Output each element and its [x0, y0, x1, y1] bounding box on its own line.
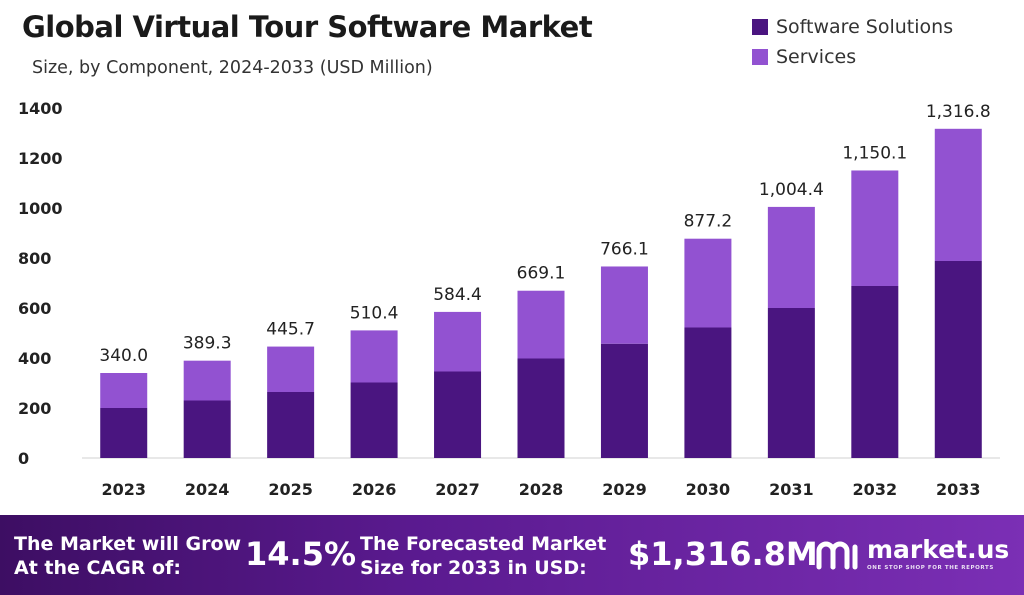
- x-tick-label: 2025: [268, 480, 313, 499]
- bar-segment-software-solutions: [517, 358, 565, 458]
- legend-label-software-solutions: Software Solutions: [776, 16, 954, 38]
- y-tick-label: 600: [18, 299, 51, 318]
- bar-total-label: 1,316.8: [926, 102, 991, 122]
- x-tick-label: 2023: [101, 480, 146, 499]
- brand-tagline: ONE STOP SHOP FOR THE REPORTS: [867, 565, 994, 571]
- x-tick-label: 2027: [435, 480, 480, 499]
- x-tick-label: 2030: [686, 480, 731, 499]
- chart-subtitle: Size, by Component, 2024-2033 (USD Milli…: [32, 58, 433, 78]
- bar-segment-software-solutions: [183, 400, 231, 458]
- cagr-label: The Market will Grow At the CAGR of:: [14, 532, 241, 580]
- bar-segment-software-solutions: [434, 371, 482, 458]
- market-us-logo-icon: [816, 541, 858, 570]
- bar-segment-services: [767, 206, 815, 308]
- y-tick-label: 400: [18, 349, 51, 368]
- bar-total-label: 510.4: [350, 303, 399, 323]
- forecast-value: $1,316.8M: [628, 535, 818, 573]
- cagr-label-line1: The Market will Grow: [14, 533, 242, 555]
- bar-segment-software-solutions: [684, 327, 732, 458]
- brand-logo: market.us ONE STOP SHOP FOR THE REPORTS: [815, 537, 1009, 571]
- y-tick-label: 1000: [18, 199, 63, 218]
- bar-segment-services: [517, 290, 565, 359]
- bar-total-label: 1,150.1: [842, 143, 907, 163]
- cagr-value: 14.5%: [245, 535, 357, 573]
- bar-segment-services: [934, 128, 982, 261]
- y-tick-label: 800: [18, 249, 51, 268]
- x-tick-label: 2028: [519, 480, 564, 499]
- bar-segment-services: [600, 266, 648, 344]
- legend-swatch-software-solutions: [752, 19, 768, 35]
- y-tick-label: 1200: [18, 149, 63, 168]
- x-tick-label: 2026: [352, 480, 397, 499]
- bar-segment-software-solutions: [267, 392, 315, 458]
- forecast-label-line2: Size for 2033 in USD:: [360, 557, 587, 579]
- bar-segment-services: [100, 373, 148, 408]
- bar-segment-services: [183, 360, 231, 401]
- bar-segment-services: [684, 238, 732, 328]
- bar-segment-services: [434, 311, 482, 372]
- bar-segment-software-solutions: [934, 261, 982, 458]
- bar-segment-software-solutions: [600, 343, 648, 458]
- forecast-label-line1: The Forecasted Market: [360, 533, 607, 555]
- x-tick-label: 2029: [602, 480, 647, 499]
- forecast-label: The Forecasted Market Size for 2033 in U…: [360, 532, 606, 580]
- legend: Software Solutions Services: [752, 12, 953, 72]
- bar-total-label: 669.1: [517, 264, 566, 284]
- bar-total-label: 340.0: [99, 346, 148, 366]
- x-tick-label: 2033: [936, 480, 981, 499]
- x-tick-label: 2031: [769, 480, 814, 499]
- x-tick-label: 2024: [185, 480, 230, 499]
- bar-total-label: 445.7: [266, 320, 315, 340]
- bar-total-label: 766.1: [600, 239, 649, 259]
- footer-banner: The Market will Grow At the CAGR of: 14.…: [0, 515, 1024, 595]
- legend-item-software-solutions: Software Solutions: [752, 12, 953, 42]
- bar-total-label: 877.2: [684, 212, 733, 232]
- bar-segment-services: [267, 346, 315, 392]
- y-tick-label: 1400: [18, 99, 63, 118]
- y-tick-label: 0: [18, 449, 29, 468]
- chart-title: Global Virtual Tour Software Market: [22, 10, 593, 44]
- cagr-label-line2: At the CAGR of:: [14, 557, 181, 579]
- bar-segment-software-solutions: [767, 308, 815, 458]
- y-tick-label: 200: [18, 399, 51, 418]
- bar-segment-services: [851, 170, 899, 286]
- bar-total-label: 1,004.4: [759, 180, 824, 200]
- x-tick-label: 2032: [853, 480, 898, 499]
- bar-segment-software-solutions: [851, 286, 899, 458]
- bar-segment-software-solutions: [350, 382, 398, 458]
- bar-total-label: 389.3: [183, 334, 232, 354]
- bar-segment-services: [350, 330, 398, 383]
- legend-label-services: Services: [776, 46, 857, 68]
- bar-total-label: 584.4: [433, 285, 482, 305]
- legend-item-services: Services: [752, 42, 953, 72]
- brand-name: market.us: [867, 535, 1010, 564]
- bar-chart: 0 200 400 600 800 1000 1200 1400 340.0 2023 389.3 2…: [18, 99, 1000, 499]
- legend-swatch-services: [752, 49, 768, 65]
- bar-segment-software-solutions: [100, 408, 148, 458]
